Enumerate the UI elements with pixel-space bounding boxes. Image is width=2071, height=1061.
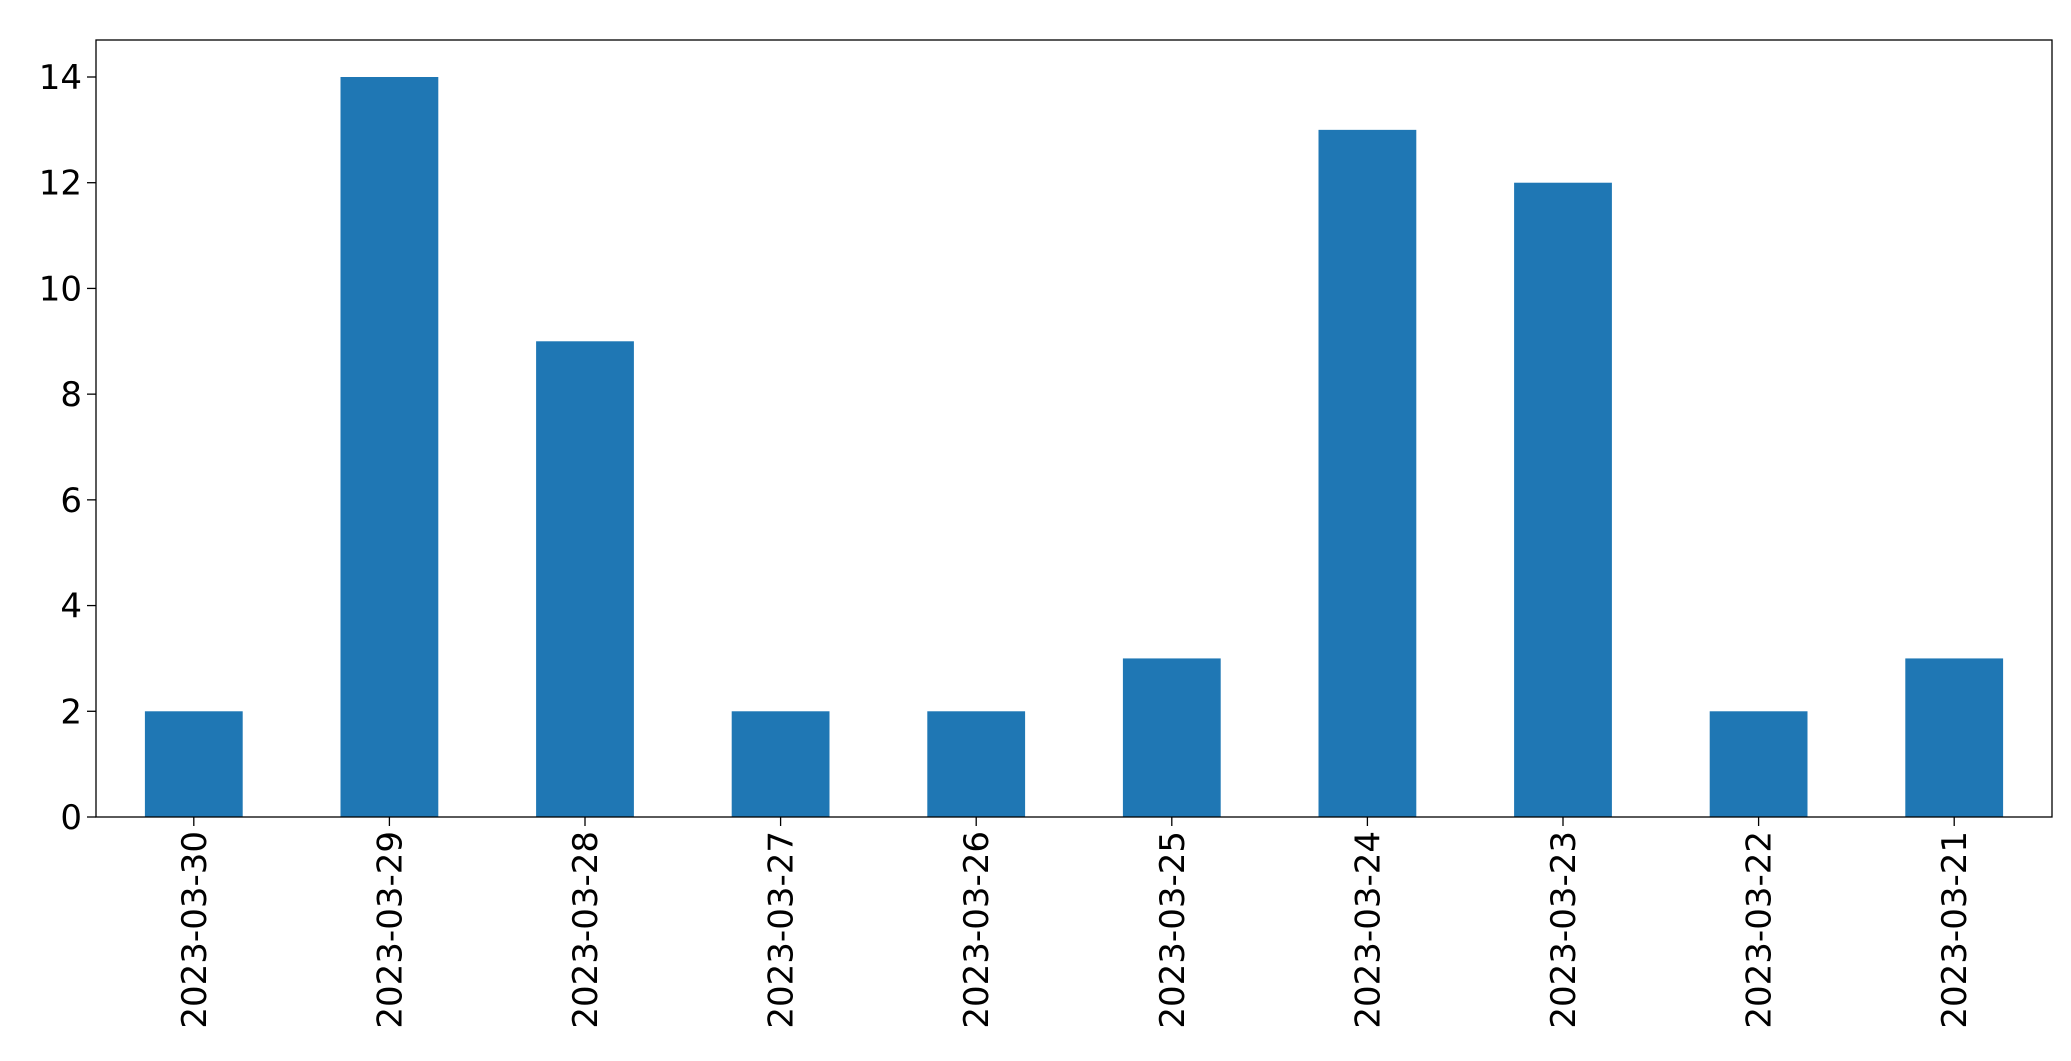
x-tick-label: 2023-03-27 xyxy=(762,831,802,1029)
y-tick-label: 14 xyxy=(39,58,82,98)
x-tick-label: 2023-03-24 xyxy=(1348,831,1388,1029)
bar xyxy=(927,711,1026,817)
y-tick-label: 8 xyxy=(60,375,82,415)
y-tick-label: 2 xyxy=(60,692,82,732)
bar xyxy=(144,711,243,817)
y-tick-label: 4 xyxy=(60,587,82,627)
x-tick-label: 2023-03-23 xyxy=(1544,831,1584,1029)
y-tick-label: 6 xyxy=(60,481,82,521)
y-tick-label: 0 xyxy=(60,798,82,838)
bar xyxy=(1318,129,1417,817)
bar xyxy=(731,711,830,817)
x-tick-label: 2023-03-29 xyxy=(370,831,410,1029)
x-tick-label: 2023-03-21 xyxy=(1935,831,1975,1029)
y-tick-label: 10 xyxy=(39,269,82,309)
x-tick-label: 2023-03-30 xyxy=(175,831,215,1029)
x-tick-label: 2023-03-25 xyxy=(1153,831,1193,1029)
x-tick-label: 2023-03-28 xyxy=(566,831,606,1029)
bar xyxy=(340,77,439,817)
x-tick-label: 2023-03-22 xyxy=(1740,831,1780,1029)
bar xyxy=(536,341,634,817)
bar xyxy=(1709,711,1808,817)
bar xyxy=(1122,658,1221,817)
bar xyxy=(1905,658,2004,817)
x-tick-label: 2023-03-26 xyxy=(957,831,997,1029)
y-tick-label: 12 xyxy=(39,164,82,204)
plot-frame xyxy=(95,39,2053,818)
bar xyxy=(1514,182,1612,817)
